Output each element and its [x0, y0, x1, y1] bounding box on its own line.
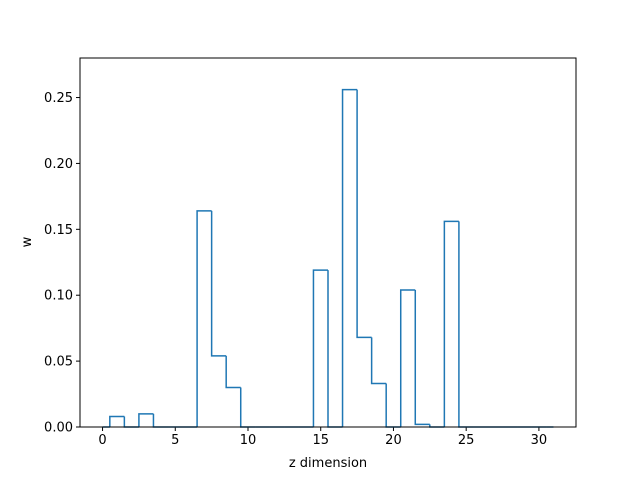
x-tick-label: 20	[385, 433, 402, 448]
histogram-bin	[225, 355, 241, 389]
x-axis-label: z dimension	[289, 456, 367, 471]
x-axis-ticks: 0 5 10 15 20 25 30	[98, 427, 547, 448]
y-tick-label: 0.00	[44, 421, 73, 436]
x-tick-label: 0	[98, 433, 106, 448]
histogram-bin	[399, 289, 416, 427]
histogram-bin	[210, 210, 227, 357]
y-axis-label: w	[20, 236, 35, 247]
y-tick-label: 0.25	[44, 91, 73, 106]
histogram-bin	[370, 337, 387, 385]
histogram-bin	[196, 210, 212, 427]
histogram-bin	[414, 289, 430, 426]
histogram-bin	[356, 89, 372, 339]
x-tick-label: 30	[531, 433, 548, 448]
histogram-bin	[312, 269, 328, 427]
x-tick-label: 25	[458, 433, 475, 448]
y-tick-label: 0.15	[44, 223, 73, 238]
y-tick-label: 0.05	[44, 355, 73, 370]
x-tick-label: 10	[240, 433, 257, 448]
y-axis-ticks: 0.00 0.05 0.10 0.15 0.20 0.25	[44, 91, 80, 436]
x-tick-label: 5	[171, 433, 179, 448]
y-tick-label: 0.20	[44, 157, 73, 172]
plot-frame	[79, 57, 577, 428]
histogram-bin	[443, 220, 459, 427]
histogram-bin	[341, 88, 358, 427]
histogram-bin	[109, 415, 125, 427]
histogram-bin	[138, 413, 154, 427]
x-tick-label: 15	[312, 433, 329, 448]
y-tick-label: 0.10	[44, 289, 73, 304]
